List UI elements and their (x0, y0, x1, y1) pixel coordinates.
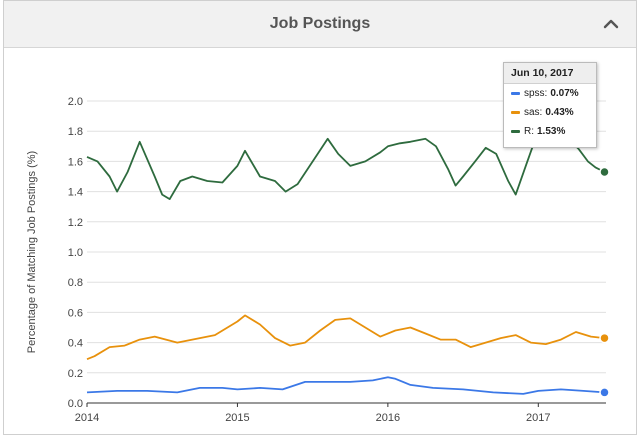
x-tick-label: 2014 (75, 412, 99, 424)
y-tick-label: 0.6 (68, 307, 83, 319)
hover-tooltip: Jun 10, 2017 spss: 0.07% sas: 0.43% R: 1.53% (503, 62, 597, 148)
tooltip-series-value: 0.43% (545, 107, 574, 118)
panel-header[interactable]: Job Postings (4, 1, 636, 48)
tooltip-series-value: 0.07% (550, 88, 579, 99)
tooltip-date: Jun 10, 2017 (504, 63, 596, 84)
tooltip-series-label: spss: (524, 88, 548, 99)
series-point-R (599, 166, 610, 178)
series-point-spss (599, 387, 610, 398)
series-line-spss (86, 376, 605, 395)
legend-swatch-icon (511, 129, 520, 133)
tooltip-series-value: 1.53% (537, 126, 566, 137)
y-tick-label: 1.4 (68, 187, 83, 199)
legend-swatch-icon (511, 110, 520, 114)
y-tick-label: 1.2 (68, 217, 83, 229)
y-tick-label: 0.8 (68, 277, 83, 289)
tooltip-series-label: R: (524, 126, 534, 137)
y-axis-label: Percentage of Matching Job Postings (%) (26, 151, 38, 353)
y-tick-label: 0.2 (68, 368, 83, 380)
legend-swatch-icon (511, 91, 520, 95)
tooltip-row-sas: sas: 0.43% (504, 103, 596, 122)
series-line-R (86, 136, 605, 200)
x-tick-label: 2017 (526, 412, 550, 424)
y-tick-label: 1.0 (68, 247, 83, 259)
series-line-sas (86, 314, 605, 361)
tooltip-row-R: R: 1.53% (504, 122, 596, 141)
tooltip-series-label: sas: (524, 107, 543, 118)
collapse-chevron-icon[interactable] (600, 13, 622, 35)
series-point-sas (599, 332, 610, 344)
y-tick-label: 2.0 (68, 96, 83, 108)
y-tick-label: 1.6 (68, 156, 83, 168)
x-tick-label: 2015 (225, 412, 249, 424)
x-tick-label: 2016 (376, 412, 400, 424)
panel-title: Job Postings (269, 15, 371, 32)
y-tick-label: 0.0 (68, 398, 83, 410)
y-tick-label: 0.4 (68, 338, 83, 350)
y-tick-label: 1.8 (68, 126, 83, 138)
tooltip-row-spss: spss: 0.07% (504, 84, 596, 103)
